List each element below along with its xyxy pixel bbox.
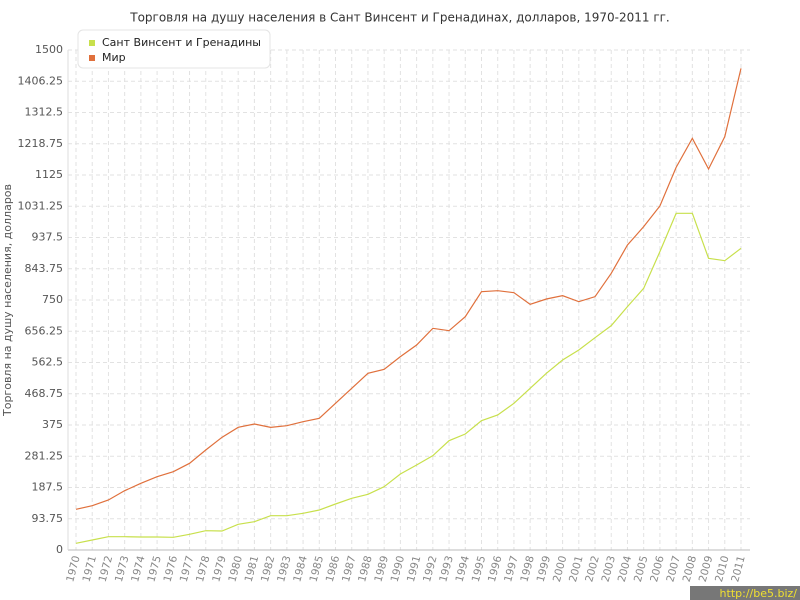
chart-title: Торговля на душу населения в Сант Винсен… (129, 11, 670, 25)
y-tick-label: 1031.25 (18, 199, 64, 212)
y-tick-label: 1500 (35, 43, 63, 56)
legend-label: Сант Винсент и Гренадины (102, 36, 261, 49)
y-tick-label: 281.25 (25, 449, 64, 462)
y-tick-label: 1312.5 (25, 106, 64, 119)
y-axis-label: Торговля на душу населения, долларов (1, 184, 14, 417)
legend-label: Мир (102, 51, 126, 64)
y-tick-label: 562.5 (32, 356, 64, 369)
series-line (75, 212, 742, 544)
series-line (75, 68, 742, 510)
y-tick-label: 0 (56, 543, 63, 556)
y-tick-label: 843.75 (25, 262, 64, 275)
y-tick-label: 1125 (35, 168, 63, 181)
x-tick-label: 2011 (729, 554, 748, 583)
y-tick-label: 1218.75 (18, 137, 64, 150)
legend: Сант Винсент и Гренадины Мир (77, 29, 271, 69)
legend-marker (89, 40, 95, 46)
watermark: http://be5.biz/ (720, 587, 798, 600)
legend-box (77, 29, 271, 69)
y-tick-label: 375 (42, 418, 63, 431)
watermark-bg (690, 586, 800, 600)
y-tick-label: 468.75 (25, 387, 64, 400)
legend-marker (89, 55, 95, 61)
y-tick-label: 656.25 (25, 324, 64, 337)
y-tick-label: 750 (42, 293, 63, 306)
y-tick-label: 1406.25 (18, 74, 64, 87)
y-tick-label: 937.5 (32, 231, 64, 244)
y-tick-label: 93.75 (32, 512, 64, 525)
y-tick-label: 187.5 (32, 481, 64, 494)
